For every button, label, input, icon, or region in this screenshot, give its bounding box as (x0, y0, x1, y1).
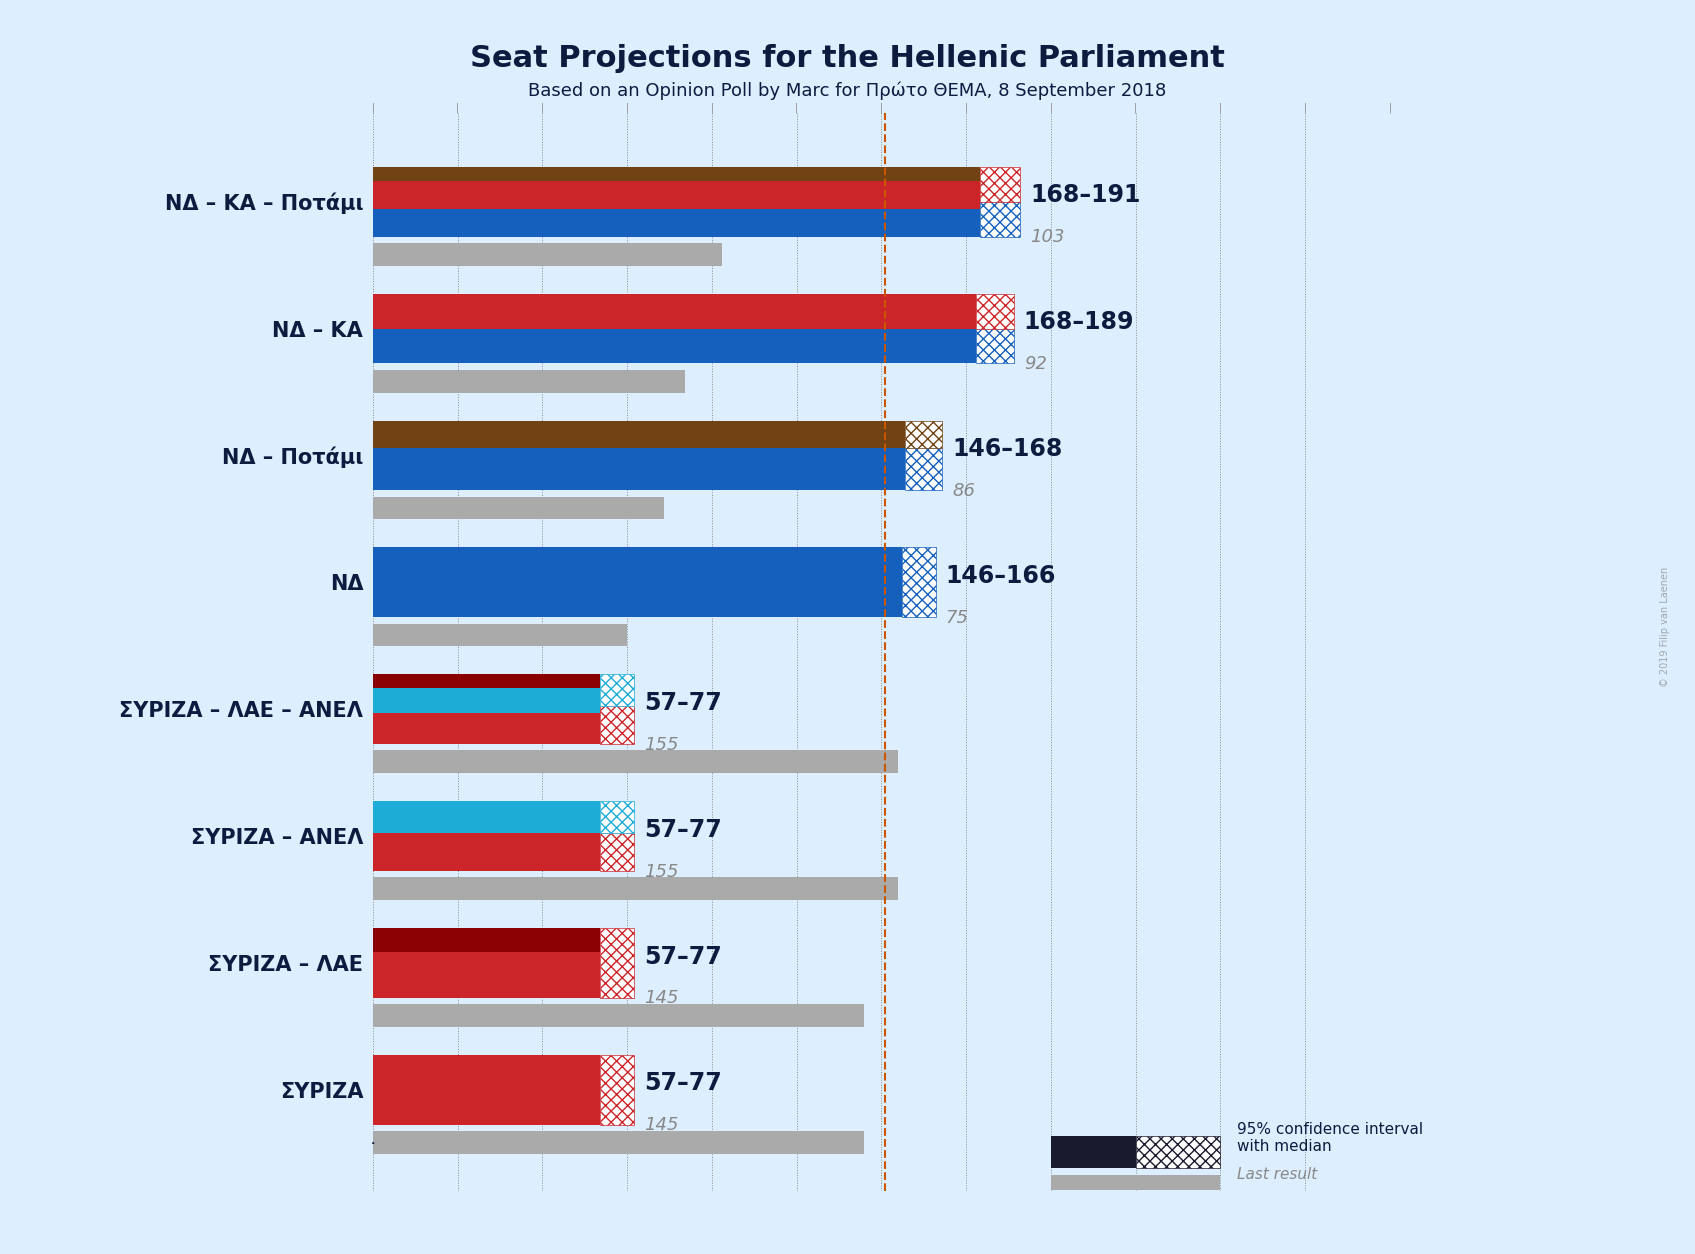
Bar (373, 688, 600, 712)
Bar (373, 675, 600, 688)
Text: 145: 145 (644, 1116, 678, 1135)
Text: |: | (625, 103, 629, 113)
Text: |: | (1049, 103, 1053, 113)
Text: |: | (964, 103, 968, 113)
Bar (373, 833, 600, 872)
Bar (600, 675, 634, 706)
Bar (373, 928, 600, 953)
Text: © 2019 Filip van Laenen: © 2019 Filip van Laenen (1659, 567, 1670, 687)
Bar (600, 833, 634, 872)
Bar (976, 329, 1014, 364)
Text: 92: 92 (1024, 355, 1048, 374)
Text: Based on an Opinion Poll by Marc for Πρώτο ΘΕΜΑ, 8 September 2018: Based on an Opinion Poll by Marc for Πρώ… (529, 82, 1166, 100)
Text: 95% confidence interval
with median: 95% confidence interval with median (1237, 1121, 1424, 1154)
Text: 146–166: 146–166 (946, 564, 1056, 588)
Text: |: | (456, 103, 459, 113)
Bar (373, 243, 722, 266)
Bar (373, 712, 600, 744)
Text: |: | (541, 103, 544, 113)
Bar (905, 420, 942, 449)
Bar (373, 370, 685, 393)
Bar (600, 706, 634, 744)
Bar (600, 928, 634, 998)
Bar (1051, 1136, 1136, 1167)
Text: |: | (1303, 103, 1307, 113)
Text: |: | (1388, 103, 1392, 113)
Bar (976, 293, 1014, 329)
Bar (980, 202, 1020, 237)
Bar (373, 449, 905, 490)
Bar (1051, 1175, 1220, 1190)
Bar (373, 208, 980, 237)
Text: |: | (880, 103, 883, 113)
Bar (373, 420, 905, 449)
Text: |: | (1219, 103, 1222, 113)
Text: 155: 155 (644, 736, 678, 754)
Bar (373, 1055, 600, 1125)
Bar (902, 548, 936, 617)
Text: 146–168: 146–168 (953, 438, 1063, 461)
Bar (600, 801, 634, 833)
Bar (1136, 1136, 1220, 1167)
Bar (373, 167, 980, 181)
Text: |: | (710, 103, 714, 113)
Bar (373, 1131, 864, 1154)
Bar (373, 497, 664, 519)
Bar (373, 293, 976, 329)
Bar (600, 1055, 634, 1125)
Text: 75: 75 (946, 609, 970, 627)
Text: 155: 155 (644, 863, 678, 880)
Bar (373, 548, 902, 617)
Text: 57–77: 57–77 (644, 691, 722, 715)
Text: 168–189: 168–189 (1024, 310, 1134, 335)
Bar (373, 623, 627, 646)
Text: 168–191: 168–191 (1031, 183, 1141, 207)
Text: 57–77: 57–77 (644, 1071, 722, 1096)
Text: 86: 86 (953, 482, 976, 500)
Bar (373, 329, 976, 364)
Text: 57–77: 57–77 (644, 944, 722, 968)
Text: |: | (371, 103, 375, 113)
Text: Seat Projections for the Hellenic Parliament: Seat Projections for the Hellenic Parlia… (470, 44, 1225, 73)
Bar (373, 801, 600, 833)
Bar (373, 1004, 864, 1027)
Text: 57–77: 57–77 (644, 818, 722, 841)
Text: |: | (1134, 103, 1137, 113)
Bar (905, 449, 942, 490)
Bar (373, 750, 898, 774)
Text: 103: 103 (1031, 228, 1064, 246)
Text: |: | (795, 103, 798, 113)
Bar (373, 181, 980, 208)
Bar (980, 167, 1020, 202)
Bar (373, 953, 600, 998)
Bar (373, 878, 898, 900)
Text: Last result: Last result (1237, 1167, 1317, 1183)
Text: 145: 145 (644, 989, 678, 1007)
